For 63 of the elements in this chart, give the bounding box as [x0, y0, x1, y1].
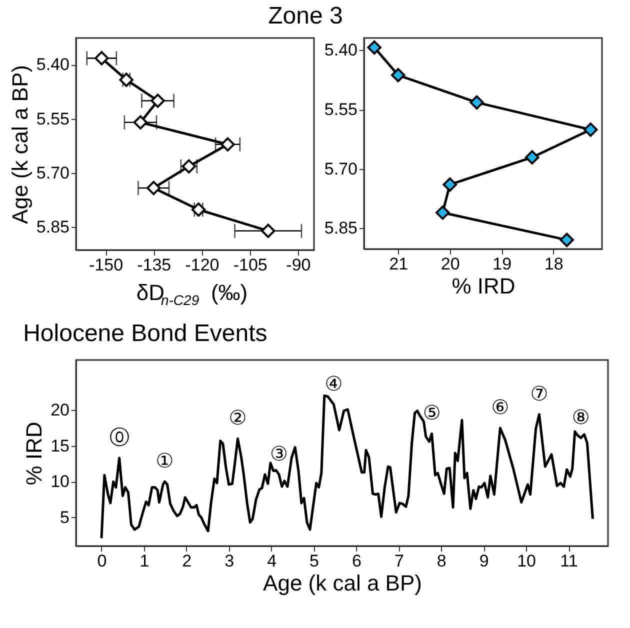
chart-title: Zone 3: [268, 2, 343, 30]
chart-title: Holocene Bond Events: [23, 320, 268, 347]
x-tick-label: 7: [394, 552, 404, 570]
y-tick-label: 20: [50, 400, 70, 420]
y-tick-label: 5.40: [36, 55, 70, 74]
x-tick-label: 21: [389, 254, 408, 274]
x-tick-label: 5: [310, 552, 319, 570]
y-tick-label: 5.70: [324, 159, 358, 178]
annotation: ⑤: [422, 400, 441, 425]
x-tick-label: -90: [286, 256, 311, 274]
point: [391, 68, 406, 82]
point: [560, 232, 574, 248]
y-axis-title: % IRD: [22, 422, 47, 486]
x-tick-label: 4: [267, 552, 277, 570]
x-tick-label: 20: [440, 254, 460, 274]
y-tick-label: 5.85: [36, 217, 70, 236]
point: [146, 180, 161, 196]
x-tick-label: -135: [137, 256, 172, 274]
point: [583, 122, 598, 137]
point: [436, 206, 450, 220]
y-tick-label: 5.70: [36, 163, 70, 182]
y-tick-label: 5.85: [324, 218, 358, 238]
point: [150, 94, 165, 108]
point: [133, 115, 148, 130]
point: [119, 72, 134, 87]
annotation: ①: [156, 448, 174, 473]
y-tick-label: 5.40: [324, 40, 358, 60]
x-tick-label: -120: [185, 256, 220, 274]
x-tick-label: 1: [140, 552, 150, 570]
annotation: ⓪: [109, 425, 130, 450]
y-axis-title: Age (k cal a BP): [7, 65, 32, 224]
x-tick-label: 18: [544, 254, 564, 274]
annotation: ③: [270, 441, 288, 466]
x-tick-label: 8: [436, 552, 446, 570]
x-tick-label: -150: [88, 256, 124, 274]
x-tick-label: 9: [479, 552, 489, 570]
x-tick-label: 10: [517, 552, 536, 570]
x-tick-label: -105: [233, 256, 268, 274]
annotation: ⑥: [491, 394, 510, 419]
x-tick-label: 2: [182, 552, 192, 570]
point: [525, 150, 540, 164]
annotation: ②: [228, 406, 247, 430]
y-tick-label: 10: [50, 472, 70, 492]
x-axis-title: % IRD: [452, 274, 516, 298]
x-tick-label: 6: [352, 552, 362, 570]
annotation: ④: [324, 371, 343, 396]
x-tick-label: 0: [97, 552, 107, 570]
point: [94, 51, 109, 66]
y-tick-label: 5.55: [36, 109, 70, 128]
annotation: ⑦: [530, 381, 548, 406]
point: [220, 137, 235, 152]
x-tick-label: 11: [560, 552, 578, 570]
y-tick-label: 5: [60, 508, 70, 527]
point: [442, 177, 458, 192]
point: [261, 224, 276, 238]
annotation: ⑧: [572, 404, 590, 429]
y-tick-label: 5.55: [324, 100, 358, 120]
point: [367, 40, 382, 55]
y-tick-label: 15: [50, 436, 70, 456]
point: [470, 95, 484, 110]
x-tick-label: 19: [492, 254, 512, 274]
x-tick-label: 3: [224, 552, 234, 570]
x-axis-title: Age (k cal a BP): [263, 570, 422, 596]
